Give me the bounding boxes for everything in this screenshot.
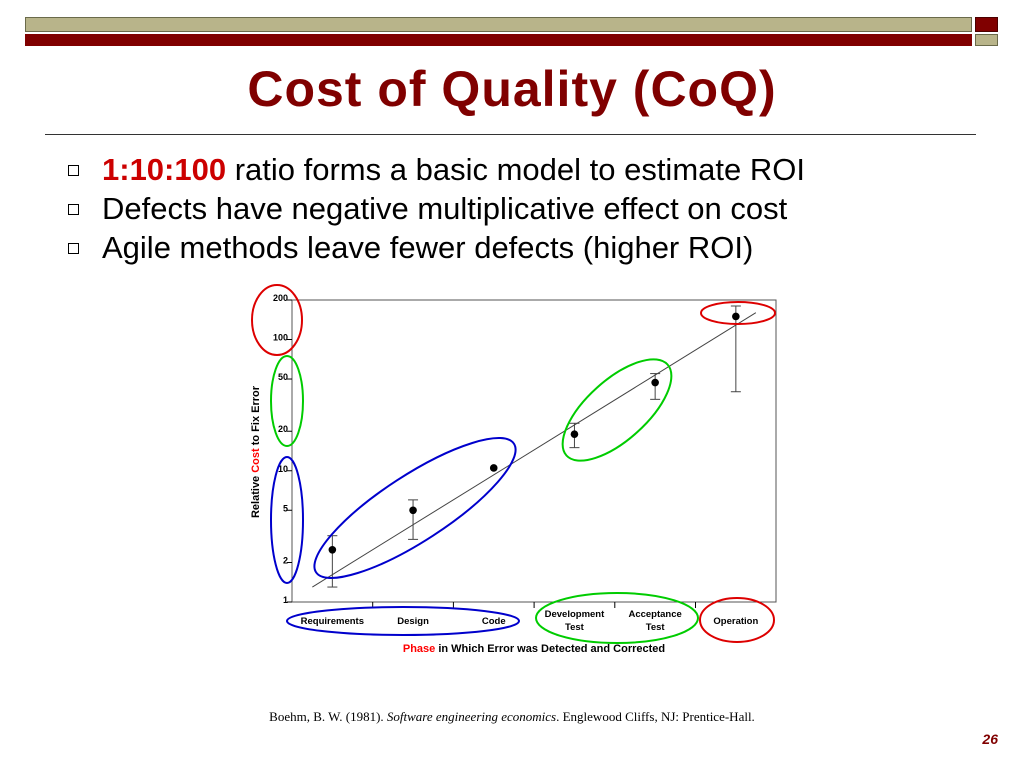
y-tick-label: 20: [278, 424, 288, 434]
data-point: [651, 378, 659, 387]
y-axis-title: Relative Cost to Fix Error: [250, 385, 262, 518]
x-category-label: Operation: [713, 616, 758, 627]
y-tick-label: 1: [283, 595, 288, 605]
citation-title: Software engineering economics: [386, 709, 557, 724]
title-divider: [45, 134, 976, 135]
data-point: [489, 464, 498, 472]
y-tick-label: 100: [273, 333, 288, 343]
x-category-label: Code: [482, 616, 506, 627]
x-category-label: Acceptance: [628, 609, 681, 620]
y-tick-label: 10: [278, 464, 288, 474]
data-point: [570, 430, 579, 438]
data-point: [328, 545, 337, 554]
bullet-list: 1:10:100 ratio forms a basic model to es…: [62, 150, 805, 267]
header-corner-olive: [975, 34, 998, 46]
x-category-label: Requirements: [301, 616, 364, 627]
square-bullet-icon: [68, 243, 79, 254]
bullet-item: Agile methods leave fewer defects (highe…: [62, 228, 805, 267]
x-category-label: Design: [397, 616, 429, 627]
bullet-text: Agile methods leave fewer defects (highe…: [102, 230, 754, 265]
bullet-text: ratio forms a basic model to estimate RO…: [226, 152, 805, 187]
ytick-group-ellipse-blue: [270, 456, 304, 584]
ytick-group-ellipse-red: [251, 284, 303, 356]
bullet-text: Defects have negative multiplicative eff…: [102, 191, 788, 226]
ytick-group-ellipse-green: [270, 355, 304, 447]
group-ellipse-blue: [313, 437, 517, 579]
group-ellipse-red: [700, 301, 776, 325]
square-bullet-icon: [68, 165, 79, 176]
y-tick-label: 50: [278, 372, 288, 382]
citation-authors: Boehm, B. W. (1981).: [269, 709, 387, 724]
data-point: [409, 506, 417, 515]
header-bar-red: [25, 34, 972, 46]
category-group-ellipse-blue: [286, 606, 520, 636]
category-group-ellipse-green: [535, 592, 699, 644]
category-group-ellipse-red: [699, 597, 775, 643]
y-tick-label: 200: [273, 293, 288, 303]
bullet-item: Defects have negative multiplicative eff…: [62, 189, 805, 228]
group-ellipse-green: [561, 358, 673, 462]
x-category-label: Test: [565, 622, 585, 633]
x-category-label: Test: [646, 622, 666, 633]
header-bar-olive: [25, 17, 972, 32]
square-bullet-icon: [68, 204, 79, 215]
bullet-item: 1:10:100 ratio forms a basic model to es…: [62, 150, 805, 189]
slide-title: Cost of Quality (CoQ): [247, 61, 777, 117]
page-number: 26: [982, 731, 998, 747]
citation: Boehm, B. W. (1981). Software engineerin…: [0, 709, 1024, 725]
bullet-highlight: 1:10:100: [102, 152, 227, 187]
x-category-label: Development: [545, 609, 605, 620]
trend-line: [312, 312, 757, 588]
y-tick-label: 2: [283, 555, 288, 565]
citation-publisher: . Englewood Cliffs, NJ: Prentice-Hall.: [556, 709, 755, 724]
x-axis-title: Phase in Which Error was Detected and Co…: [403, 643, 665, 655]
header-corner-red: [975, 17, 998, 32]
data-point: [732, 312, 740, 321]
y-tick-label: 5: [283, 503, 288, 513]
